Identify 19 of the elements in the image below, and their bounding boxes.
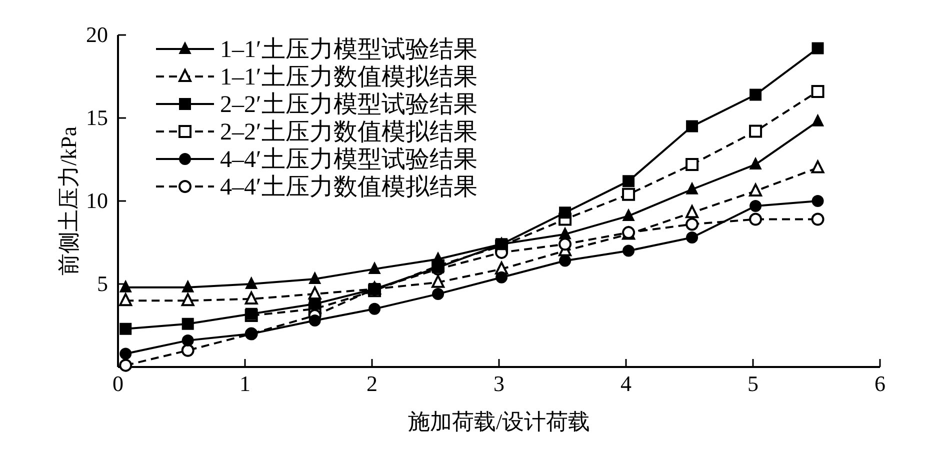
y-tick-label: 10 [86,188,108,213]
legend-label: 2–2′土压力数值模拟结果 [220,118,478,146]
x-tick-label: 3 [494,371,504,396]
x-tick-label: 5 [748,371,758,396]
x-tick-label: 4 [620,371,632,396]
y-axis-title: 前侧土压力/kPa [56,126,81,276]
y-tick-label: 5 [97,271,108,296]
legend-label: 1–1′土压力模型试验结果 [220,37,478,63]
x-tick-label: 6 [874,371,886,396]
x-tick-label: 1 [240,371,250,396]
y-tick-label: 20 [86,22,108,47]
x-axis-title: 施加荷载/设计荷载 [408,409,590,434]
legend-label: 1–1′土压力数值模拟结果 [220,64,478,90]
y-tick-label: 15 [86,105,108,130]
legend-label: 2–2′土压力模型试验结果 [220,92,478,118]
legend-label: 4–4′土压力数值模拟结果 [220,174,478,200]
legend-label: 4–4′土压力模型试验结果 [220,147,478,173]
x-tick-label: 0 [112,371,124,396]
x-tick-label: 2 [366,371,378,396]
